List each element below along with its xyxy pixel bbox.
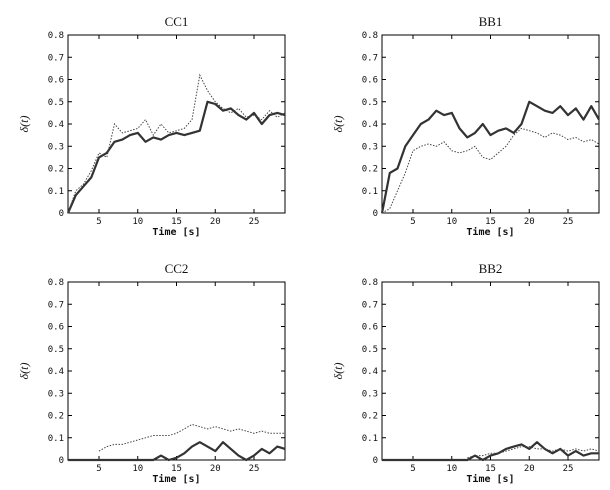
chart-panel-cc1: CC1 0 0.1 0.2 0.3 0.4 0.5 0.6 0.7 0.8 5 10 15 20 25 Tim… [17,14,286,238]
y-tick-label: 0.1 [48,434,64,444]
y-tick-label: 0.3 [362,142,378,152]
y-tick-label: 0.2 [362,165,378,175]
y-tick-label: 0.8 [362,31,378,41]
y-tick-label: 0.3 [48,142,64,152]
y-tick-label: 0.6 [48,76,64,86]
y-tick-label: 0.6 [48,323,64,333]
y-tick-label: 0.5 [362,345,378,355]
x-tick-label: 25 [563,217,574,227]
x-axis-label: Time [s] [466,473,514,485]
series-line-solid [382,441,599,462]
x-tick-label: 20 [210,464,221,474]
y-tick-label: 0.4 [48,120,64,130]
y-tick-label: 0.3 [362,389,378,399]
x-tick-label: 20 [524,217,535,227]
x-tick-label: 25 [249,217,260,227]
x-tick-label: 5 [410,217,415,227]
x-axis-label: Time [s] [152,226,200,238]
series-line-solid [380,100,600,214]
plot-frame [381,34,600,214]
x-tick-label: 15 [171,464,182,474]
y-tick-label: 0.7 [48,53,64,63]
x-tick-label: 10 [446,217,457,227]
y-tick-label: 0.8 [362,278,378,288]
chart-title: BB2 [479,261,503,276]
chart-title: CC2 [165,261,189,276]
y-tick-label: 0.1 [362,434,378,444]
y-tick-label: 0.3 [48,389,64,399]
x-tick-label: 25 [249,464,260,474]
y-tick-label: 0 [373,209,378,219]
y-tick-label: 0.2 [48,165,64,175]
chart-panel-cc2: CC2 0 0.1 0.2 0.3 0.4 0.5 0.6 0.7 0.8 5 10 15 20 25 Tim… [17,261,286,485]
x-tick-label: 15 [171,217,182,227]
y-axis-label: δ(t) [331,363,345,380]
y-axis-label: δ(t) [331,116,345,133]
y-tick-label: 0.5 [362,98,378,108]
y-tick-label: 0.1 [362,187,378,197]
y-tick-label: 0.4 [362,367,378,377]
y-tick-label: 0.1 [48,187,64,197]
x-tick-label: 5 [410,464,415,474]
series-line-dotted [381,127,600,214]
y-axis-label: δ(t) [17,363,31,380]
y-axis-label: δ(t) [17,116,31,133]
chart-panel-bb2: BB2 0 0.1 0.2 0.3 0.4 0.5 0.6 0.7 0.8 5 10 15 20 25 Tim… [331,261,600,485]
chart-title: BB1 [479,14,503,29]
y-tick-label: 0 [373,456,378,466]
y-tick-label: 0.8 [48,31,64,41]
y-tick-label: 0.4 [362,120,378,130]
y-tick-label: 0 [59,456,64,466]
plot-frame [67,34,286,214]
y-tick-label: 0.7 [362,300,378,310]
x-tick-label: 5 [96,464,101,474]
y-tick-label: 0 [59,209,64,219]
y-tick-label: 0.2 [48,412,64,422]
x-tick-label: 10 [446,464,457,474]
series-line-solid [68,441,286,462]
plot-frame [67,281,286,461]
x-tick-label: 20 [524,464,535,474]
y-tick-label: 0.5 [48,345,64,355]
x-axis-label: Time [s] [466,226,514,238]
x-axis-label: Time [s] [152,473,200,485]
y-tick-label: 0.6 [362,323,378,333]
series-line-solid [66,100,286,214]
x-tick-label: 15 [485,464,496,474]
y-tick-label: 0.7 [48,300,64,310]
y-tick-label: 0.4 [48,367,64,377]
x-tick-label: 15 [485,217,496,227]
x-tick-label: 5 [96,217,101,227]
x-tick-label: 20 [210,217,221,227]
y-tick-label: 0.6 [362,76,378,86]
x-tick-label: 10 [132,217,143,227]
series-line-dotted [67,73,286,214]
chart-panel-bb1: BB1 0 0.1 0.2 0.3 0.4 0.5 0.6 0.7 0.8 5 10 15 20 25 Tim… [331,14,600,238]
x-tick-label: 25 [563,464,574,474]
y-tick-label: 0.8 [48,278,64,288]
y-tick-label: 0.2 [362,412,378,422]
y-tick-label: 0.7 [362,53,378,63]
y-tick-label: 0.5 [48,98,64,108]
x-tick-label: 10 [132,464,143,474]
chart-title: CC1 [165,14,189,29]
plot-frame [381,281,600,461]
series-line-dotted [98,423,285,452]
